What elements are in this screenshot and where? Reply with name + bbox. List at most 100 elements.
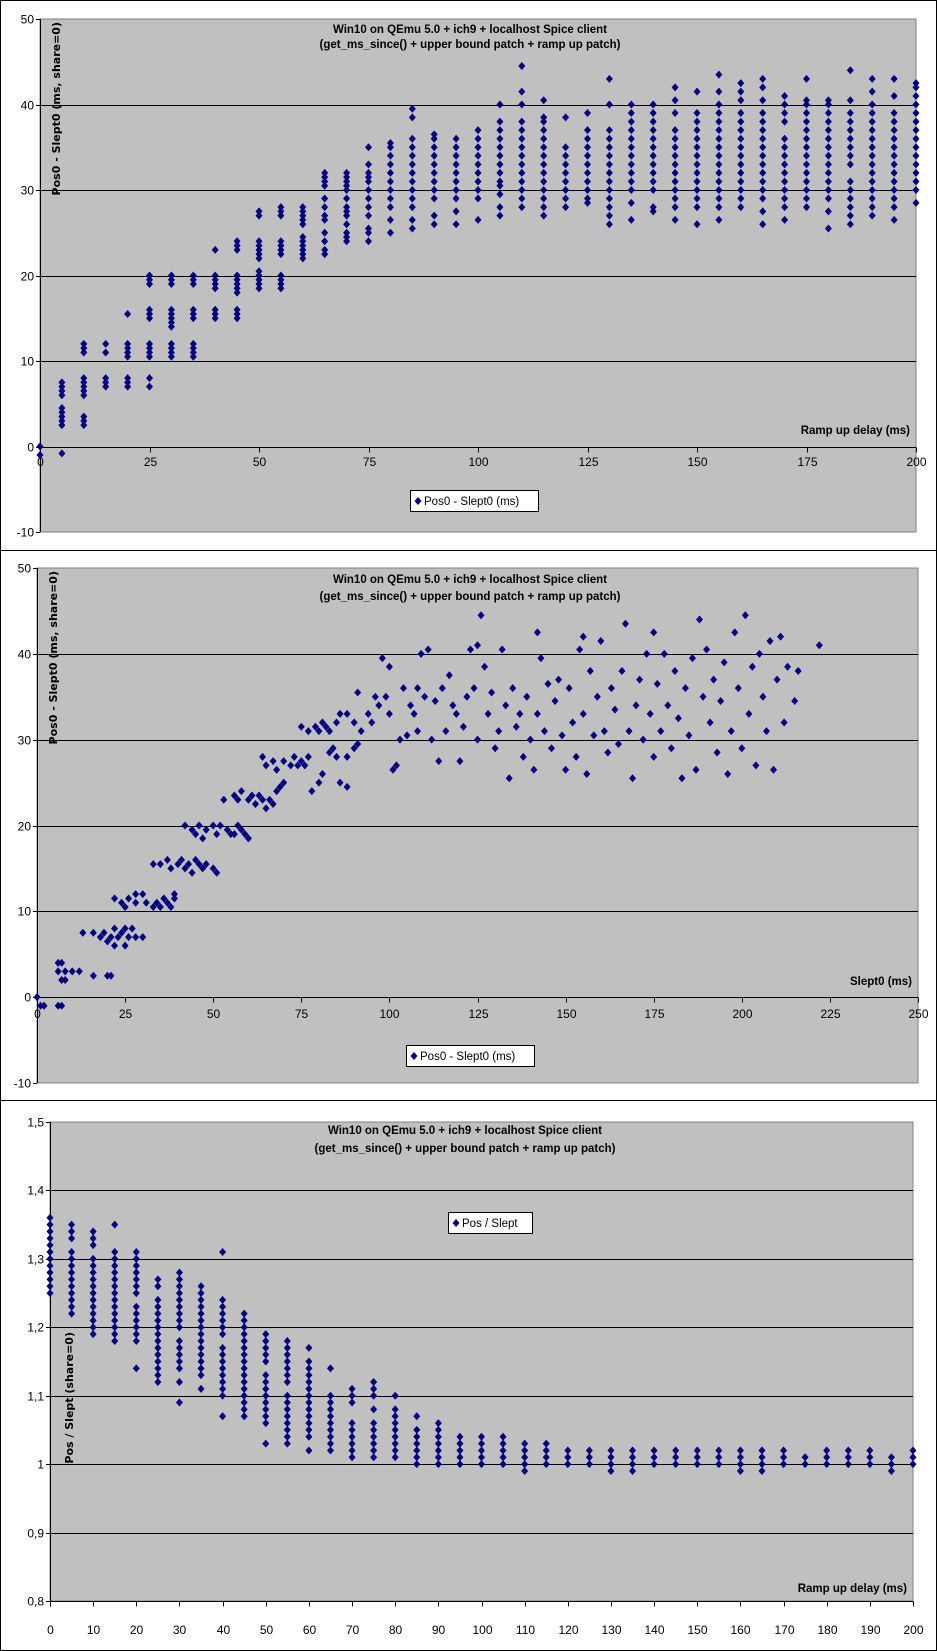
data-point — [569, 718, 577, 727]
data-point — [803, 186, 810, 194]
data-point — [540, 168, 548, 177]
data-point — [846, 220, 854, 229]
data-point — [759, 126, 767, 135]
x-tick-label: 170 — [774, 1623, 794, 1637]
data-point — [533, 709, 541, 718]
data-point — [146, 314, 153, 323]
data-point — [890, 151, 898, 160]
data-point — [240, 1371, 248, 1380]
data-point — [146, 275, 153, 284]
data-point — [518, 177, 526, 186]
data-point — [386, 203, 394, 212]
x-axis-title: Ramp up delay (ms) — [801, 425, 910, 437]
data-point — [262, 1343, 270, 1352]
data-point — [671, 215, 679, 224]
data-point — [111, 1302, 119, 1311]
chart-2: -10 0 10 20 30 40 50 0 25 50 75 100 125 150 175 200 225 2… — [14, 562, 929, 1091]
data-point — [46, 1248, 54, 1257]
data-point — [605, 220, 613, 229]
data-point — [846, 151, 854, 160]
data-point — [283, 1405, 291, 1414]
data-point — [305, 1398, 313, 1407]
data-point — [305, 1371, 313, 1380]
data-point — [321, 177, 329, 186]
y-tick-label: 0,9 — [27, 1527, 44, 1541]
x-tick-label: 80 — [389, 1623, 403, 1637]
y-tick-label: 40 — [18, 648, 32, 662]
data-point — [523, 692, 531, 701]
data-point — [211, 309, 219, 318]
data-point — [430, 194, 438, 203]
legend-marker-icon — [414, 497, 422, 505]
data-point — [737, 143, 745, 152]
data-point — [759, 220, 767, 229]
data-point — [430, 168, 438, 177]
data-point — [89, 1316, 97, 1325]
data-point — [693, 160, 701, 169]
data-point — [111, 1220, 119, 1229]
data-point — [496, 100, 504, 109]
data-point — [912, 151, 920, 160]
data-point — [255, 254, 263, 263]
data-point — [430, 211, 438, 220]
data-point — [102, 374, 110, 383]
data-point — [103, 971, 111, 980]
data-point — [693, 203, 701, 212]
data-point — [262, 804, 270, 813]
data-point — [299, 245, 307, 254]
data-point — [68, 1261, 76, 1270]
data-point — [674, 714, 682, 723]
data-point — [248, 791, 256, 800]
data-point — [154, 1336, 162, 1345]
data-point — [111, 1261, 119, 1270]
data-point — [262, 1371, 270, 1380]
data-point — [354, 688, 362, 697]
data-point — [430, 143, 438, 152]
data-point — [318, 718, 326, 727]
data-point — [167, 322, 175, 331]
data-point — [202, 860, 210, 869]
data-point — [329, 744, 337, 753]
x-tick-label: 110 — [516, 1623, 535, 1637]
data-point — [649, 186, 657, 194]
data-point — [478, 1439, 485, 1448]
data-point — [262, 761, 270, 770]
data-point — [781, 168, 789, 177]
data-point — [197, 1350, 205, 1359]
data-point — [233, 309, 241, 318]
data-point — [685, 731, 693, 740]
data-point — [649, 207, 657, 216]
data-point — [244, 795, 252, 804]
data-point — [189, 339, 197, 348]
x-tick-label: 75 — [295, 1007, 309, 1021]
data-point — [593, 692, 601, 701]
data-point — [781, 186, 789, 194]
data-point — [132, 1323, 140, 1332]
data-point — [154, 1378, 162, 1387]
data-point — [75, 967, 83, 976]
data-point — [365, 173, 372, 182]
data-point — [102, 348, 110, 357]
data-point — [781, 203, 789, 212]
data-point — [715, 194, 723, 203]
data-point — [189, 271, 197, 280]
data-point — [365, 194, 372, 203]
y-tick-label: 10 — [21, 355, 35, 369]
data-point — [181, 821, 189, 830]
data-point — [671, 177, 679, 186]
data-point — [357, 727, 365, 736]
data-point — [413, 1460, 421, 1469]
x-tick-label: 75 — [363, 455, 377, 469]
data-point — [146, 382, 153, 391]
data-point — [343, 237, 351, 246]
data-point — [370, 1453, 378, 1462]
data-point — [720, 658, 728, 667]
data-point — [391, 1412, 399, 1421]
data-point — [530, 765, 538, 774]
data-point — [283, 1350, 291, 1359]
data-point — [370, 1391, 378, 1400]
data-point — [912, 198, 920, 207]
data-point — [343, 194, 351, 203]
data-point — [192, 830, 200, 839]
